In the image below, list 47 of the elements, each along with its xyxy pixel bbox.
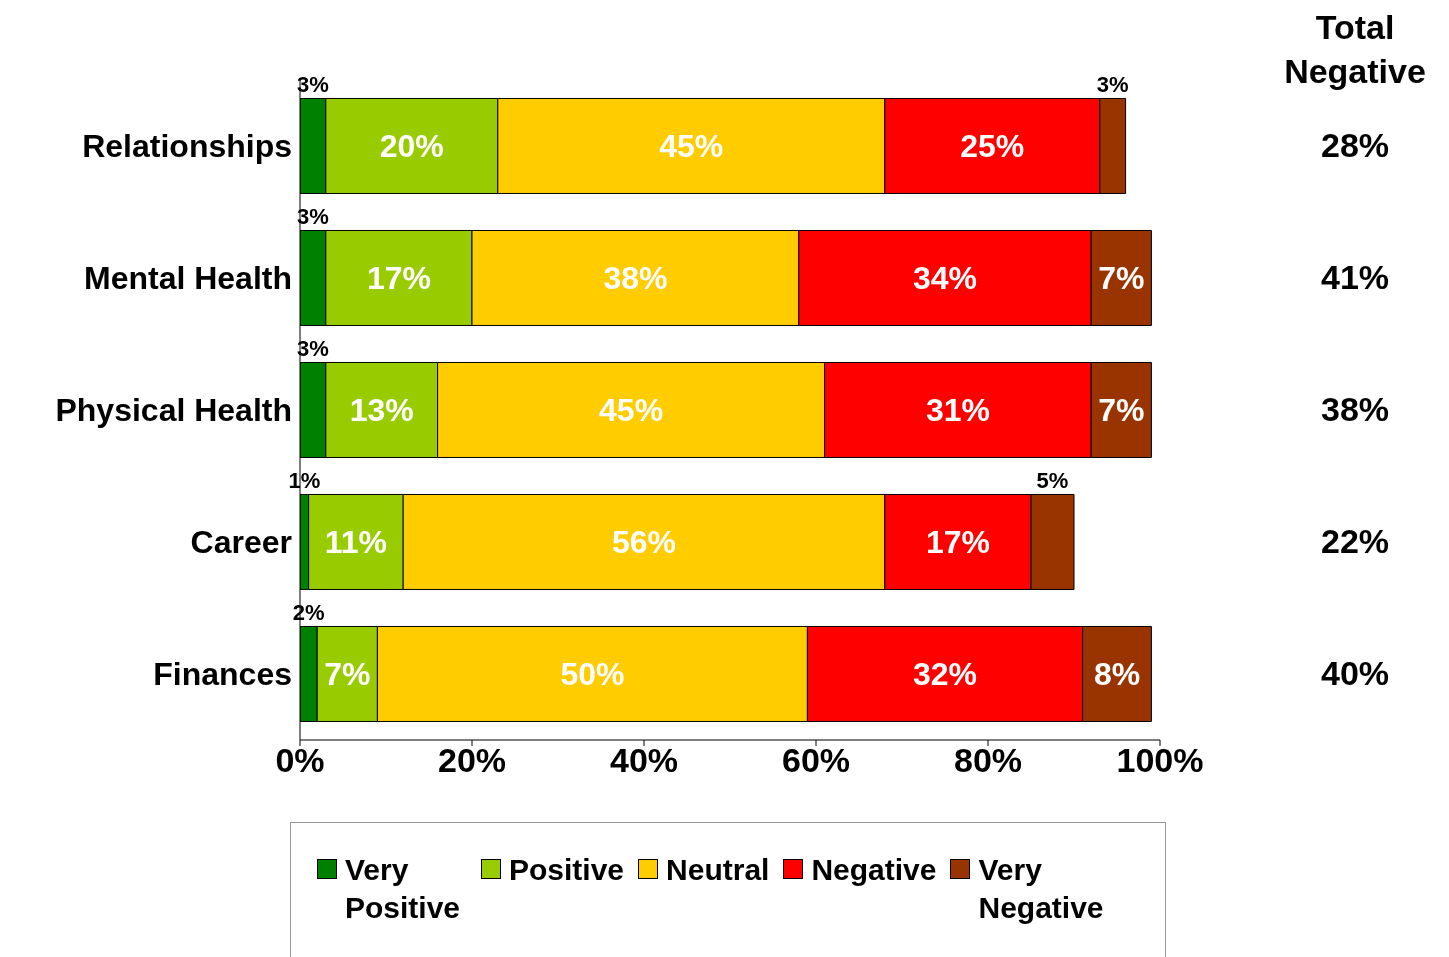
data-label: 3% <box>297 72 329 98</box>
x-tick-label: 100% <box>1116 741 1204 780</box>
data-label: 11% <box>324 523 388 560</box>
data-label: 34% <box>912 259 978 296</box>
data-label: 38% <box>603 259 668 296</box>
y-tick-label: Career <box>190 524 292 561</box>
data-label: 3% <box>1096 72 1129 98</box>
data-label: 31% <box>925 391 990 428</box>
legend-label: Positive <box>509 852 625 888</box>
legend-label: Very Negative <box>978 852 1104 926</box>
data-label: 13% <box>349 391 414 428</box>
text: 38% <box>1319 390 1391 429</box>
y-tick-label: Finances <box>153 656 292 693</box>
data-label: 45% <box>599 391 664 428</box>
data-label: 7% <box>324 655 371 692</box>
x-tick-label: 20% <box>437 741 507 780</box>
x-tick-label: 40% <box>609 741 679 780</box>
data-label: 8% <box>1093 655 1141 692</box>
data-label: 50% <box>560 655 625 692</box>
data-label: 3% <box>297 204 329 230</box>
text: 22% <box>1319 522 1391 561</box>
x-tick-label: 80% <box>953 741 1023 780</box>
y-tick-label: Relationships <box>82 128 292 165</box>
data-label: 17% <box>925 523 990 560</box>
legend-label: Negative <box>811 852 937 888</box>
data-label: 32% <box>912 655 978 692</box>
data-label: 7% <box>1098 391 1145 428</box>
data-label: 20% <box>379 127 444 164</box>
text: 40% <box>1319 654 1391 693</box>
y-tick-label: Physical Health <box>55 392 292 429</box>
x-tick-label: 0% <box>275 741 325 780</box>
data-label: 1% <box>288 468 321 494</box>
data-label: 7% <box>1098 259 1145 296</box>
text: 41% <box>1319 258 1391 297</box>
y-tick-label: Mental Health <box>83 260 292 297</box>
x-tick-label: 60% <box>781 741 851 780</box>
legend-label: Neutral <box>666 852 770 888</box>
data-label: 3% <box>297 336 329 362</box>
data-label: 5% <box>1036 468 1069 494</box>
data-label: 45% <box>659 127 724 164</box>
text: Total Negative <box>1283 7 1427 92</box>
data-label: 25% <box>960 127 1025 164</box>
data-label: 2% <box>292 600 325 626</box>
legend-label: Very Positive <box>345 852 462 926</box>
data-label: 17% <box>366 259 431 296</box>
text: 28% <box>1319 126 1391 165</box>
data-label: 56% <box>611 523 677 560</box>
